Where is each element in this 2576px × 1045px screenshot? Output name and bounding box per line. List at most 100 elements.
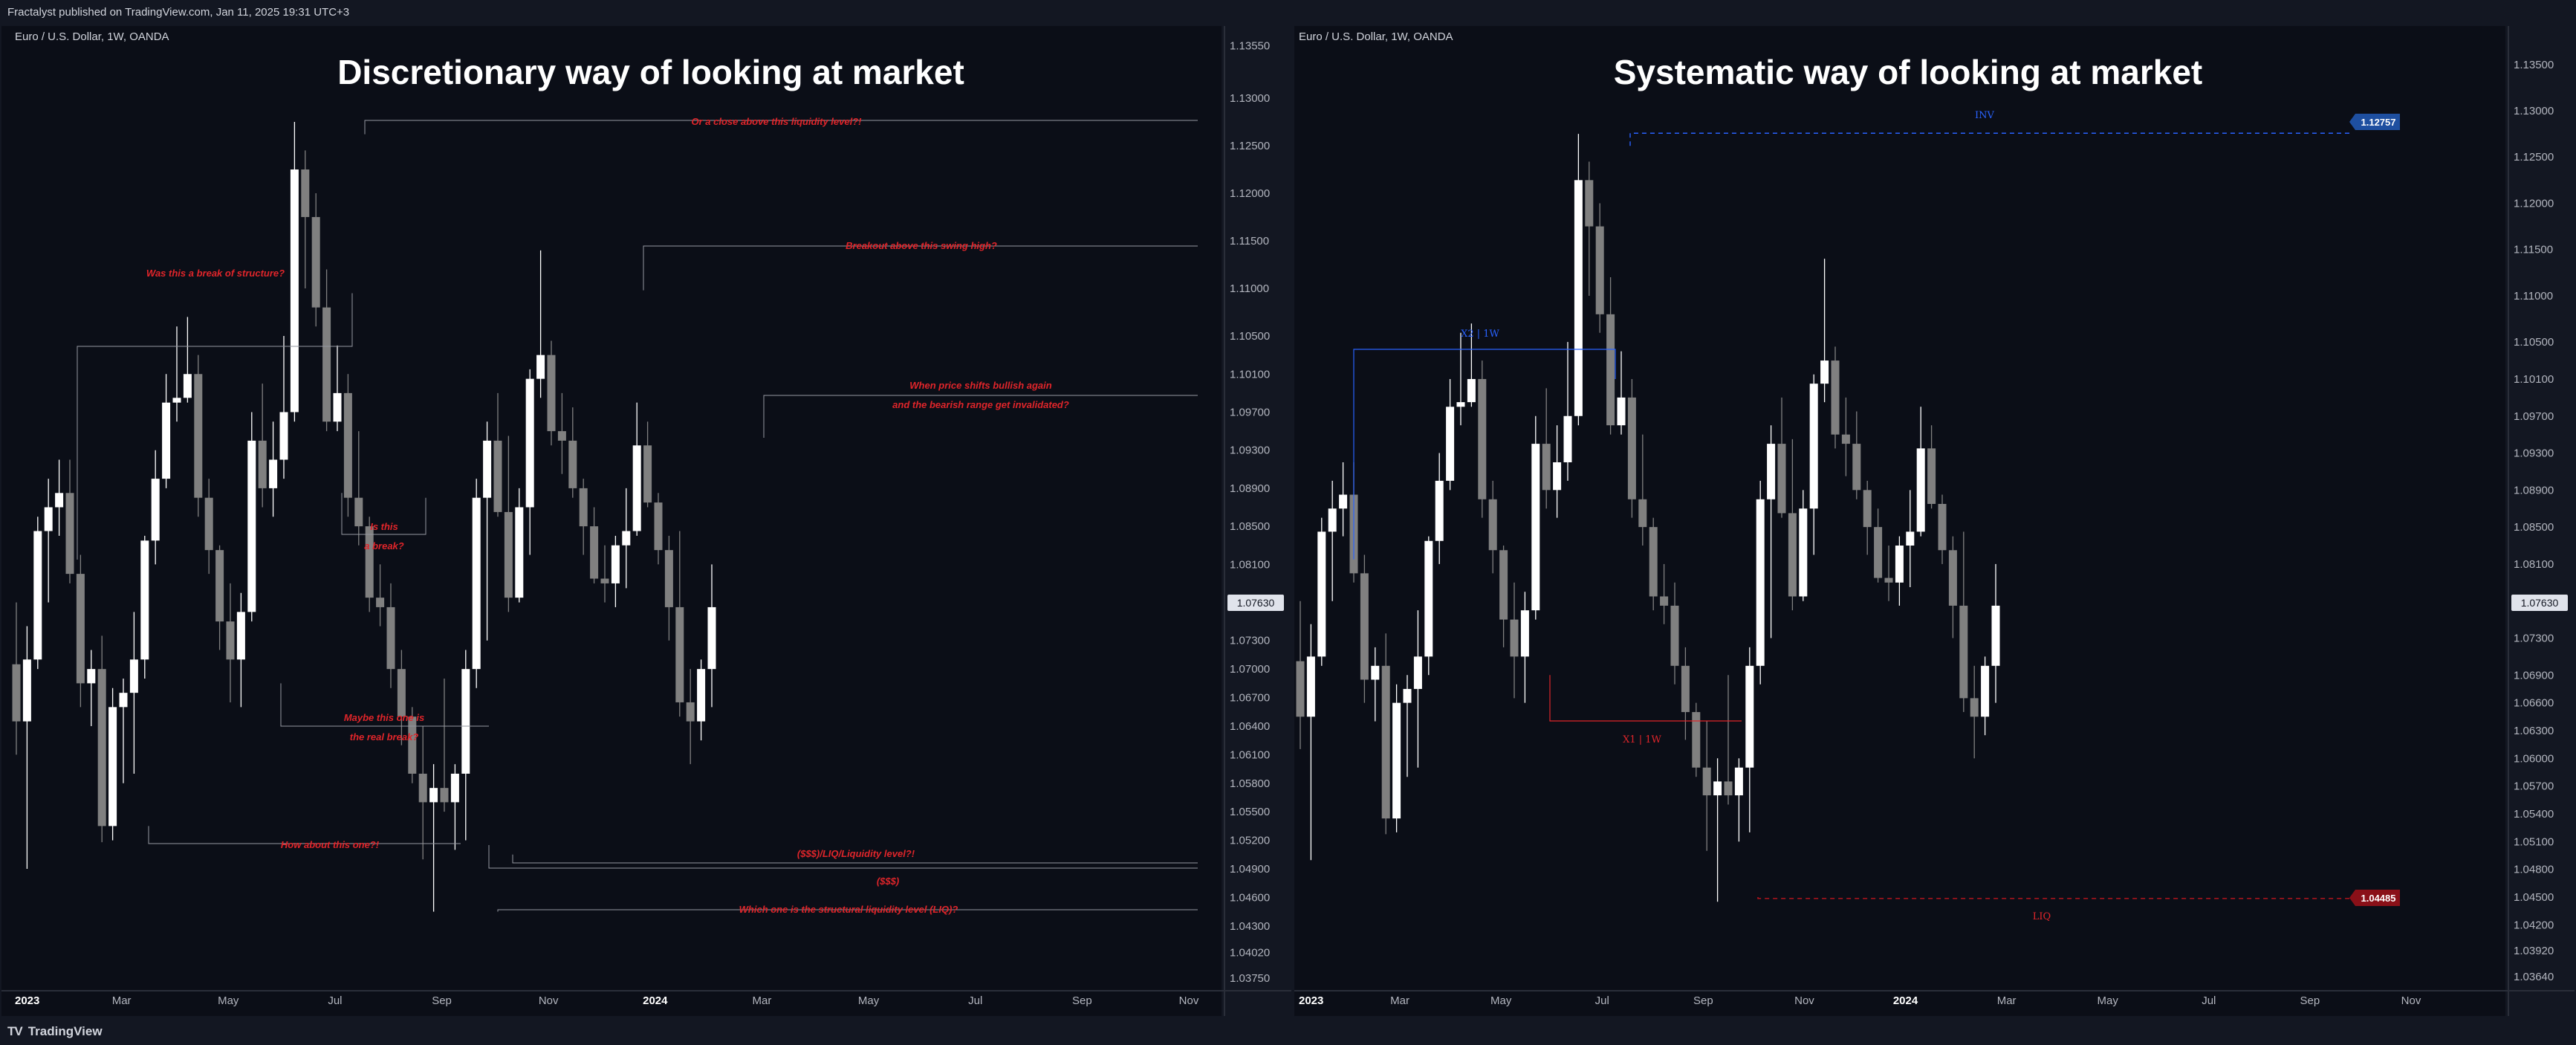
- candle-body: [301, 169, 310, 218]
- candle-body: [1788, 513, 1797, 597]
- price-tick-label: 1.13500: [2514, 59, 2554, 71]
- right-price-axis[interactable]: 1.13500 1.13000 1.12500 1.12000 1.11500 1.110…: [2514, 59, 2554, 983]
- publish-info-bar: Fractalyst published on TradingView.com,…: [0, 0, 2576, 25]
- time-tick-label: Jul: [1595, 994, 1609, 1007]
- time-tick-label: May: [1490, 994, 1512, 1007]
- candle-body: [44, 507, 53, 531]
- left-chart-pane[interactable]: Euro / U.S. Dollar, 1W, OANDA Discretion…: [1, 26, 1291, 1016]
- candle-body: [450, 773, 459, 803]
- left-current-price-bg: [1227, 595, 1284, 611]
- candle-body: [1617, 397, 1626, 426]
- price-tick-label: 1.12000: [2514, 197, 2554, 210]
- candle-body: [1831, 360, 1840, 435]
- candle-body: [215, 550, 224, 622]
- candle-body: [1392, 702, 1401, 819]
- annotation-line: [148, 826, 461, 844]
- candle-body: [1799, 508, 1808, 597]
- time-tick-label: 2024: [1893, 994, 1918, 1007]
- candle-body: [707, 606, 716, 670]
- inv-line: [1629, 132, 2349, 146]
- price-tick-label: 1.06300: [2514, 725, 2554, 737]
- price-tick-label: 1.06700: [1230, 692, 1270, 705]
- candle-body: [269, 459, 278, 488]
- candle-body: [279, 412, 288, 460]
- candle-body: [12, 664, 21, 722]
- time-tick-label: Jul: [2202, 994, 2216, 1007]
- candle-body: [675, 606, 684, 702]
- annotation-line: [488, 844, 1198, 869]
- price-tick-label: 1.10500: [1230, 330, 1270, 343]
- price-tick-label: 1.05200: [1230, 835, 1270, 847]
- price-tick-label: 1.03750: [1230, 972, 1270, 985]
- candle-body: [1403, 688, 1412, 703]
- annotation-line: [77, 293, 353, 560]
- price-tick-label: 1.04600: [1230, 891, 1270, 904]
- time-tick-label: Sep: [1072, 994, 1092, 1007]
- candle-body: [1906, 531, 1915, 546]
- inv-price-bg: [2349, 114, 2400, 130]
- candle-body: [525, 378, 534, 508]
- left-price-axis[interactable]: 1.13550 1.13000 1.12500 1.12000 1.11500 1.110…: [1230, 40, 1270, 986]
- candle-body: [547, 355, 556, 432]
- candle-body: [1927, 448, 1936, 504]
- annotation-line: [341, 493, 426, 535]
- candle-body: [1296, 661, 1305, 717]
- price-tick-label: 1.11500: [2514, 244, 2553, 256]
- price-tick-label: 1.09300: [2514, 447, 2554, 460]
- candle-body: [483, 440, 492, 498]
- candle-body: [686, 702, 695, 722]
- price-tick-label: 1.08500: [2514, 521, 2554, 534]
- time-tick-label: 2023: [1299, 994, 1323, 1007]
- candle-body: [343, 392, 352, 498]
- candle-body: [557, 431, 566, 441]
- candle-body: [108, 707, 117, 826]
- candle-body: [1670, 605, 1679, 666]
- left-symbol-label: Euro / U.S. Dollar, 1W, OANDA: [15, 30, 169, 43]
- x2-label: X2 | 1W: [1461, 329, 1499, 340]
- candle-body: [1874, 527, 1883, 578]
- right-chart-background: [1294, 26, 2505, 1016]
- time-tick-label: Sep: [432, 994, 452, 1007]
- time-tick-label: Nov: [2401, 994, 2421, 1007]
- liq-line: [1757, 897, 2349, 899]
- left-time-axis[interactable]: 2023 Mar May Jul Sep Nov 2024 Mar May Jul Sep Nov: [15, 994, 1199, 1007]
- price-tick-label: 1.03640: [2514, 971, 2554, 983]
- candle-body: [1777, 444, 1786, 514]
- brand-name: TradingView: [27, 1024, 103, 1038]
- liq-price-badge: 1.04485: [2349, 890, 2400, 906]
- tradingview-logo[interactable]: TV TradingView: [7, 1018, 103, 1045]
- candle-body: [1767, 444, 1776, 499]
- candle-body: [1488, 499, 1497, 551]
- candle-body: [654, 502, 663, 551]
- candle-body: [194, 374, 203, 498]
- candle-body: [97, 669, 106, 826]
- candle-body: [311, 217, 320, 308]
- candle-body: [87, 669, 96, 684]
- tradingview-logo-icon: TV: [7, 1024, 23, 1038]
- candle-body: [1734, 767, 1743, 796]
- candle-body: [1510, 619, 1519, 657]
- time-tick-label: Mar: [112, 994, 132, 1007]
- candle-body: [1446, 407, 1455, 481]
- liq-price: 1.04485: [2361, 893, 2396, 904]
- candle-body: [1991, 605, 2000, 666]
- candle-body: [440, 788, 449, 803]
- candle-body: [397, 669, 406, 717]
- candle-body: [76, 574, 85, 684]
- price-tick-label: 1.08100: [1230, 558, 1270, 571]
- candle-body: [1820, 360, 1829, 384]
- candle-body: [579, 488, 588, 527]
- right-candles: [1296, 134, 2000, 902]
- right-chart-title: Systematic way of looking at market: [1614, 53, 2203, 91]
- right-time-axis[interactable]: 2023 Mar May Jul Sep Nov 2024 Mar May Jul Sep Nov: [1299, 994, 2421, 1007]
- annotation-line: [763, 395, 1198, 439]
- candle-body: [1306, 656, 1315, 717]
- candle-body: [429, 788, 438, 803]
- time-tick-label: May: [218, 994, 239, 1007]
- candle-body: [386, 606, 395, 670]
- price-tick-label: 1.07300: [1230, 635, 1270, 647]
- right-chart-pane[interactable]: Euro / U.S. Dollar, 1W, OANDA Systematic…: [1294, 26, 2575, 1016]
- price-tick-label: 1.08100: [2514, 558, 2554, 571]
- price-tick-label: 1.06900: [2514, 669, 2554, 682]
- candle-body: [1563, 415, 1572, 462]
